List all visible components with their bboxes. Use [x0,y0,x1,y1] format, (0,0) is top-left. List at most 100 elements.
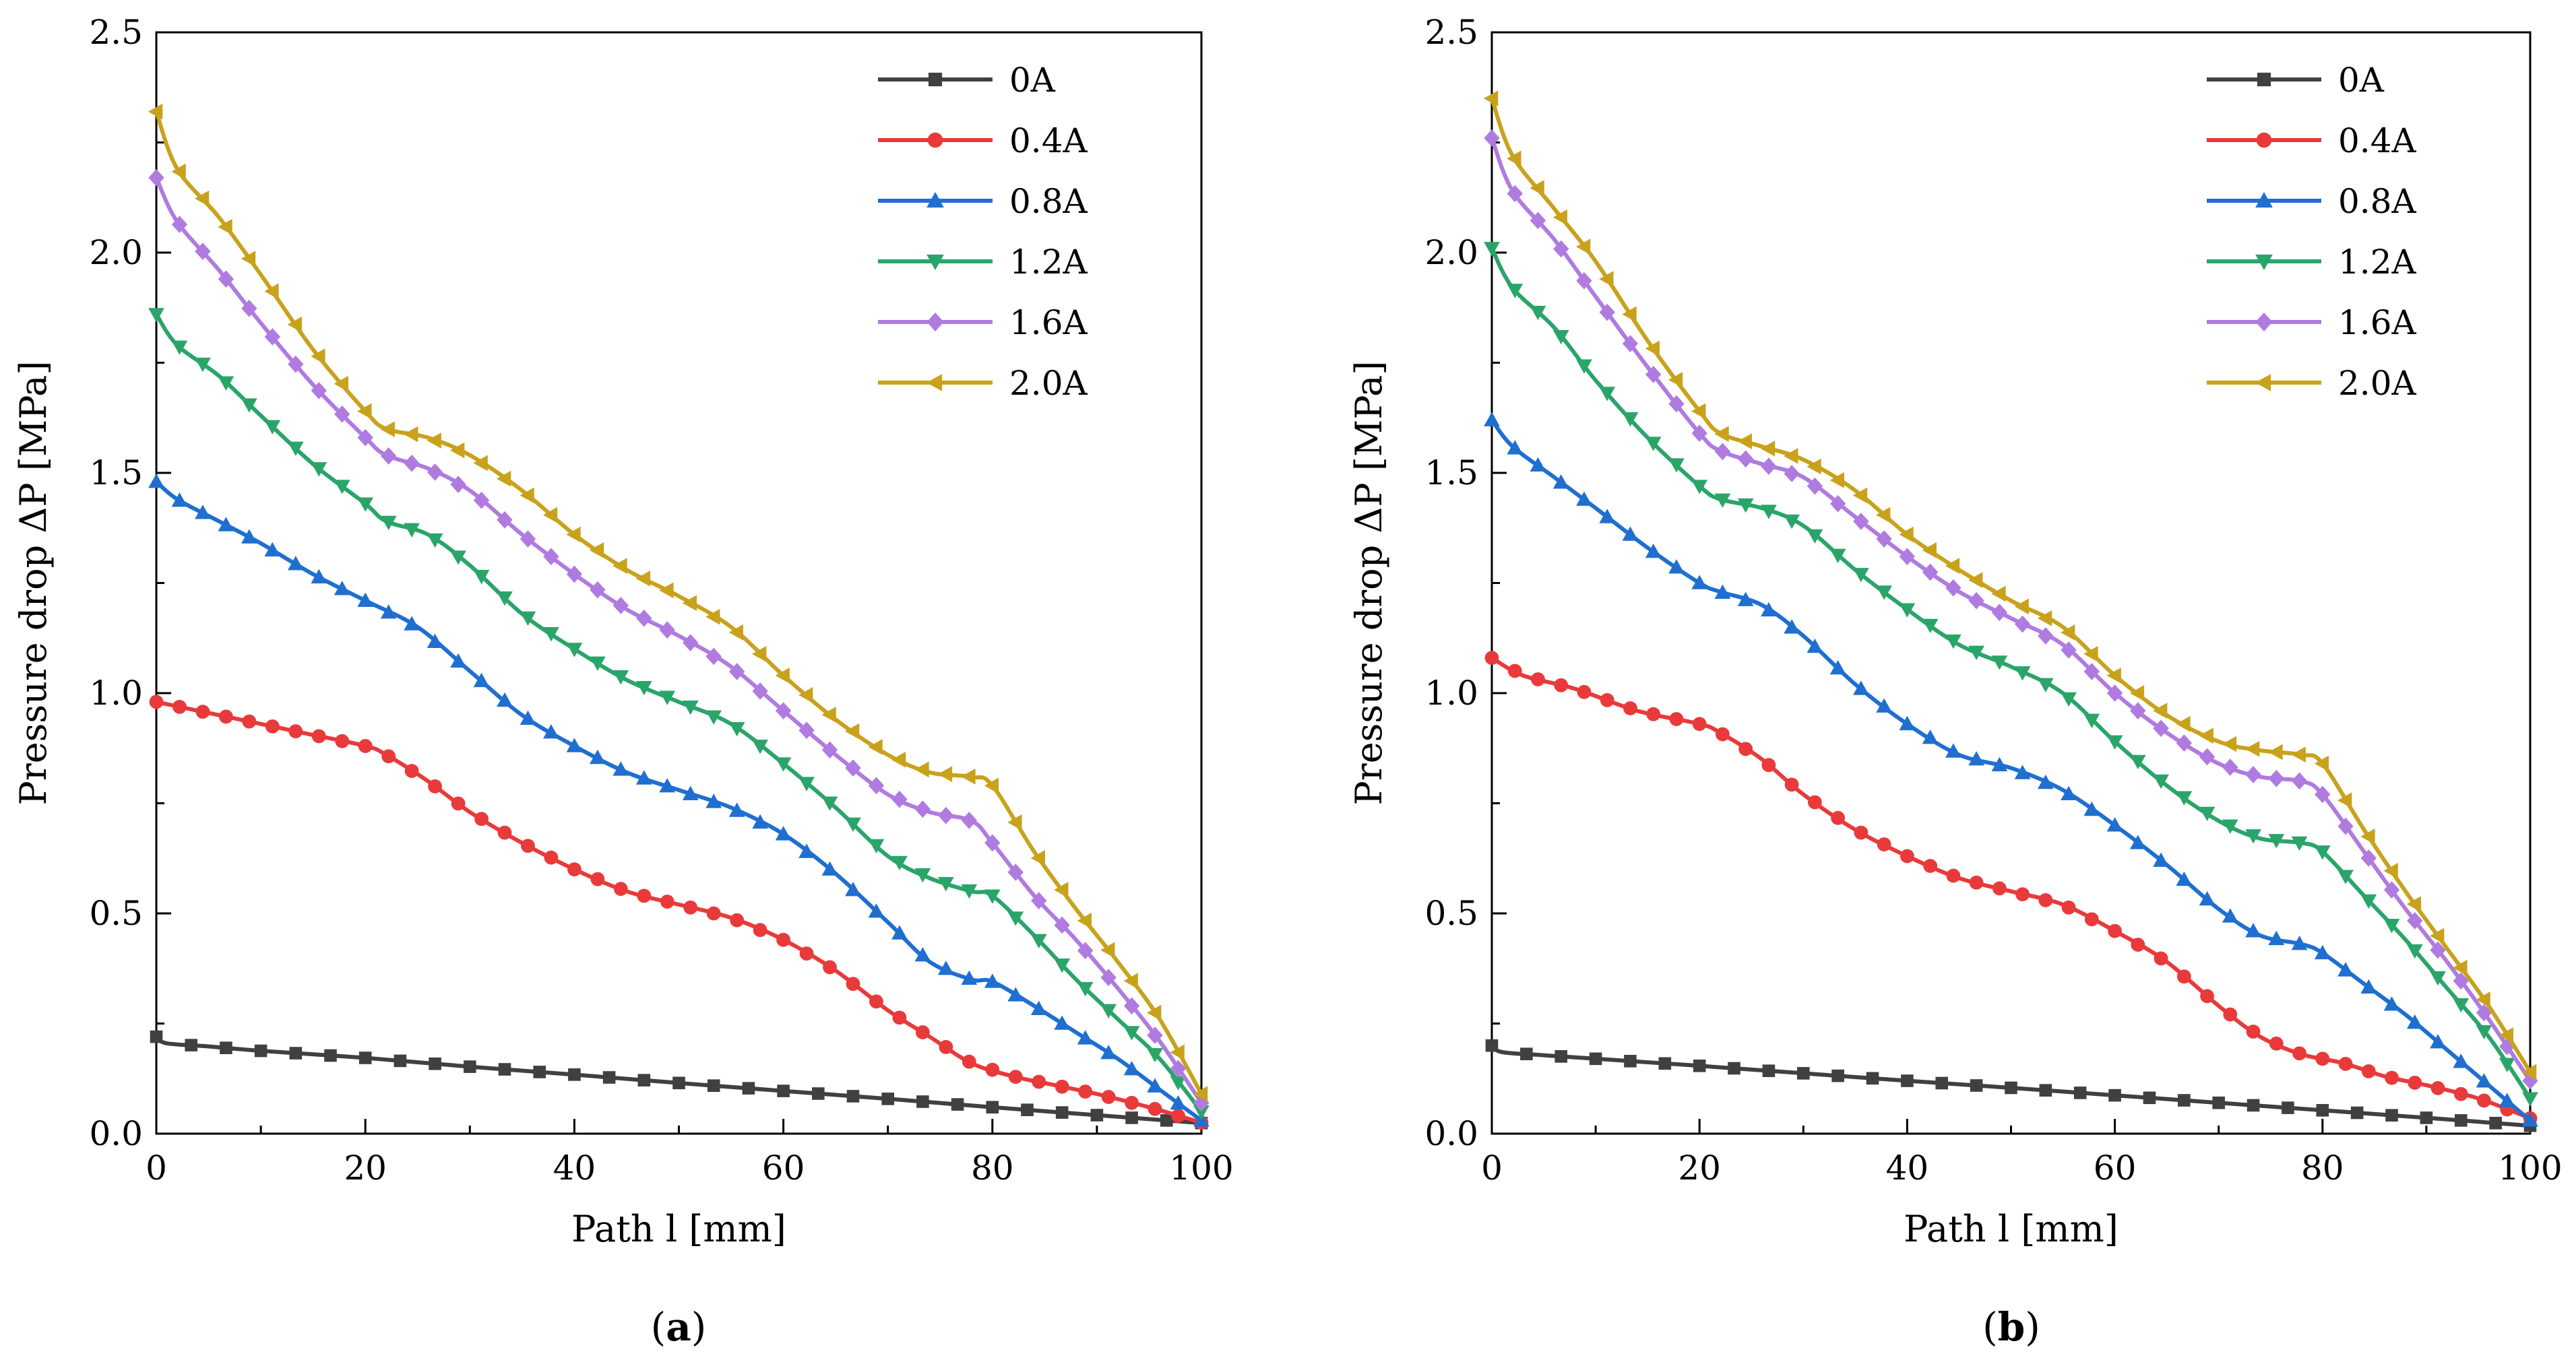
legend-label: 0.4A [2338,121,2417,160]
data-point [1737,433,1752,449]
data-point [1669,712,1684,726]
panel-caption: (b) [1982,1304,2040,1350]
data-point [1484,242,1500,257]
data-point [2385,1070,2399,1085]
data-point [1090,1109,1104,1122]
data-point [986,1101,999,1114]
legend-marker [2255,254,2273,271]
data-point [428,779,442,793]
legend-item-1.2A: 1.2A [2207,242,2417,282]
data-point [1969,875,1984,890]
data-point [798,777,815,791]
data-point [1899,526,1914,543]
data-point [566,565,583,583]
data-point [150,1030,163,1043]
data-point [2106,667,2121,684]
data-point [429,1057,441,1070]
data-point [938,961,954,975]
data-point [1483,90,1499,106]
data-point [2108,1089,2121,1102]
data-point [2199,748,2216,766]
data-point [334,480,350,494]
data-point [1807,477,1823,495]
data-point [823,960,837,975]
data-point [1901,1074,1914,1087]
data-point [1876,585,1893,600]
y-tick-label: 2.0 [1424,233,1478,272]
series-line [1490,655,2532,1121]
data-point [707,1079,720,1093]
data-point [1148,1101,1162,1116]
data-point [1935,1076,1949,1090]
data-point [938,877,954,892]
y-tick-label: 0.5 [1424,894,1478,933]
data-point [334,581,350,595]
data-point [728,663,745,680]
data-point [1761,758,1776,773]
data-point [1853,680,1869,695]
data-point [2061,900,2076,915]
data-point [939,1039,953,1054]
data-point [706,906,721,921]
series-line [154,480,1203,1123]
legend-label: 1.6A [1009,303,1088,342]
data-point [1507,284,1523,298]
data-point [2199,890,2216,906]
data-point [2014,666,2031,681]
x-tick-label: 80 [2301,1148,2344,1188]
data-point [1530,457,1546,472]
data-point [1100,942,1115,959]
data-point [2106,817,2123,832]
data-point [1624,1055,1637,1068]
data-point [498,1063,511,1076]
data-point [2453,1087,2468,1101]
data-point [1576,359,1592,374]
data-point [1622,335,1639,353]
data-point [2176,715,2191,732]
data-point [543,627,559,642]
data-point [2453,998,2470,1013]
data-point [2477,1093,2491,1108]
data-point [1030,934,1047,948]
data-point [451,796,466,811]
caption-paren-close: ) [691,1304,707,1350]
data-point [937,766,953,783]
legend-label: 0A [1009,61,1056,100]
data-point [1899,548,1916,566]
data-point [1007,864,1024,881]
data-point [195,242,211,261]
data-point [404,426,418,443]
data-point [752,682,768,700]
data-point [2245,829,2261,844]
data-point [812,1087,825,1100]
data-point [728,624,743,641]
data-point [357,592,374,607]
data-point [659,582,674,599]
legend-label: 0.8A [2338,182,2417,221]
data-point [520,710,536,725]
data-point [2268,834,2285,849]
data-point [1055,1079,1069,1094]
data-point [2246,1025,2261,1039]
data-point [1507,663,1522,678]
data-point [2407,912,2423,930]
data-point [868,839,885,854]
data-point [264,420,281,434]
data-point [1125,1111,1138,1124]
x-axis-label: Path l [mm] [571,1208,786,1250]
data-point [1645,340,1660,357]
data-point [2143,1091,2156,1105]
data-point [891,790,908,808]
data-point [1484,412,1500,426]
data-point [2223,1007,2238,1022]
data-point [1968,645,1984,660]
data-point [2014,765,2031,779]
data-point [1991,604,2008,621]
data-point [2176,871,2193,886]
data-point [427,633,443,648]
data-point [1193,1086,1208,1102]
data-point [1714,493,1731,508]
data-point [1530,305,1546,321]
data-point [868,777,885,795]
data-point [2061,692,2077,707]
